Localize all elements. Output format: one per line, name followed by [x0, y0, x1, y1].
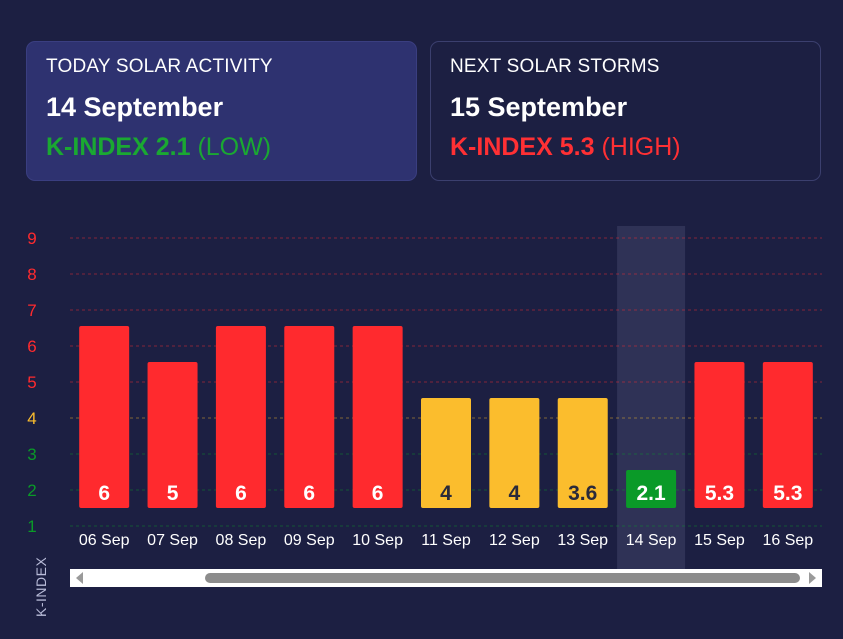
bar [284, 326, 335, 508]
chart-horizontal-scrollbar[interactable] [70, 569, 822, 587]
today-card-label: TODAY SOLAR ACTIVITY [46, 56, 273, 77]
bar-value-label: 5.3 [773, 482, 802, 505]
highlight-band [617, 226, 686, 570]
bar [147, 362, 198, 508]
next-card-date: 15 September [450, 92, 628, 122]
next-solar-storms-card: NEXT SOLAR STORMS 15 September K-INDEX 5… [430, 41, 821, 181]
x-tick-label: 13 Sep [557, 532, 608, 549]
bar-value-label: 2.1 [636, 482, 666, 505]
x-tick-label: 12 Sep [489, 532, 540, 549]
bar [557, 398, 608, 508]
y-tick-label: 3 [27, 445, 36, 464]
x-tick-label: 08 Sep [216, 532, 267, 549]
bar [79, 326, 130, 508]
x-tick-label: 10 Sep [352, 532, 403, 549]
x-tick-label: 11 Sep [421, 532, 471, 549]
next-kindex-level: (HIGH) [601, 133, 681, 161]
bar-value-label: 6 [98, 482, 110, 505]
x-tick-label: 07 Sep [147, 532, 198, 549]
bar [421, 398, 471, 508]
bar [215, 326, 266, 508]
y-axis-title: K-INDEX [33, 556, 49, 617]
bar-value-label: 3.6 [568, 482, 597, 505]
scroll-left-arrow-icon[interactable] [76, 572, 83, 584]
x-tick-label: 09 Sep [284, 532, 335, 549]
y-tick-label: 5 [27, 373, 36, 392]
today-solar-activity-card: TODAY SOLAR ACTIVITY 14 September K-INDE… [26, 41, 417, 181]
y-tick-label: 9 [27, 229, 36, 248]
scrollbar-thumb[interactable] [205, 573, 800, 583]
y-tick-label: 8 [27, 265, 36, 284]
scroll-right-arrow-icon[interactable] [809, 572, 816, 584]
bar-value-label: 5 [167, 482, 179, 505]
bar-value-label: 6 [235, 482, 247, 505]
y-tick-label: 1 [27, 517, 36, 536]
bar [489, 398, 540, 508]
today-card-date: 14 September [46, 92, 224, 122]
today-kindex-value: K-INDEX 2.1 [46, 133, 191, 161]
today-card-kindex: K-INDEX 2.1 (LOW) [46, 133, 397, 162]
x-tick-label: 16 Sep [762, 532, 813, 549]
next-kindex-value: K-INDEX 5.3 [450, 133, 595, 161]
bar-value-label: 6 [303, 482, 315, 505]
bar [762, 362, 813, 508]
bar-value-label: 6 [372, 482, 384, 505]
y-tick-label: 7 [27, 301, 36, 320]
today-kindex-level: (LOW) [197, 133, 272, 161]
x-tick-label: 14 Sep [626, 532, 677, 549]
bar [626, 470, 677, 508]
y-tick-label: 2 [27, 481, 36, 500]
bar-value-label: 4 [440, 482, 452, 505]
bar [694, 362, 745, 508]
next-card-kindex: K-INDEX 5.3 (HIGH) [450, 133, 801, 162]
bar-value-label: 5.3 [705, 482, 734, 505]
y-tick-label: 6 [27, 337, 36, 356]
next-card-label: NEXT SOLAR STORMS [450, 56, 660, 77]
bar [352, 326, 403, 508]
bar-value-label: 4 [509, 482, 521, 505]
y-tick-label: 4 [27, 409, 36, 428]
x-tick-label: 15 Sep [694, 532, 745, 549]
kindex-bar-chart: 1 2 3 4 5 6 7 8 9 6 06 Sep 5 07 Sep 6 08 Sep 6 09 Sep 6 10… [27, 226, 822, 570]
x-tick-label: 06 Sep [79, 532, 130, 549]
